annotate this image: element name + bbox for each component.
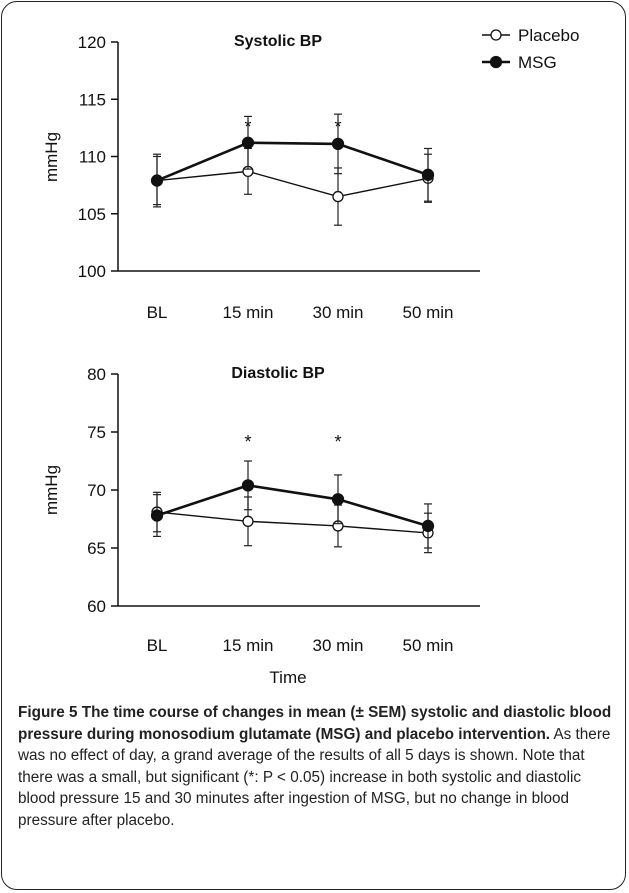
chart-2-significance-star: * (244, 432, 251, 452)
chart-1-y-tick-label: 120 (78, 33, 106, 52)
chart-1-y-tick-label: 105 (78, 205, 106, 224)
chart-2-placebo-series-line (156, 511, 429, 534)
chart-1-x-tick-label: 30 min (312, 303, 363, 322)
chart-2-msg-data-point (331, 493, 345, 506)
chart-1-legend-placebo-marker (490, 29, 502, 41)
chart-2-placebo-data-point (242, 515, 254, 527)
chart-1-legend-placebo-label: Placebo (518, 26, 579, 45)
chart-1-msg-data-point (421, 168, 435, 181)
chart-1-legend-msg-marker (489, 55, 503, 69)
figure-caption: Figure 5 The time course of changes in m… (18, 702, 614, 832)
chart-1-msg-data-point (150, 174, 164, 187)
chart-2-title: Diastolic BP (231, 365, 325, 382)
chart-1-msg-series-line (156, 141, 429, 182)
chart-1-y-label: mmHg (42, 132, 61, 182)
chart-2-y-tick-label: 60 (87, 597, 106, 616)
chart-2-significance-star: * (334, 432, 341, 452)
chart-2-y-tick-label: 80 (87, 365, 106, 384)
chart-1-placebo-series-line (156, 170, 429, 198)
chart-1-x-tick-label: 15 min (222, 303, 273, 322)
chart-1-msg-data-point (241, 136, 255, 149)
chart-2-x-tick-label: 30 min (312, 636, 363, 655)
chart-2-msg-data-point (241, 479, 255, 492)
caption-text: As there was no effect of day, a grand a… (18, 725, 611, 829)
chart-1-legend-msg-label: MSG (518, 53, 557, 72)
chart-2-x-tick-label: 50 min (402, 636, 453, 655)
chart-2-msg-data-point (421, 519, 435, 533)
chart-2-y-tick-label: 75 (87, 423, 106, 442)
chart-1-y-tick-label: 115 (79, 90, 106, 109)
chart-1-x-tick-label: BL (147, 303, 168, 322)
caption-label: Figure 5 (18, 704, 78, 721)
chart-2-x-tick-label: BL (147, 636, 168, 655)
chart-1-placebo-data-point (332, 190, 344, 203)
chart-2-y-tick-label: 70 (87, 481, 106, 500)
caption-bold-text: The time course of changes in mean (± SE… (18, 704, 612, 743)
chart-2-y-tick-label: 65 (87, 539, 106, 558)
chart-1-y-tick-label: 110 (79, 148, 106, 167)
chart-1-y-tick-label: 100 (78, 262, 106, 281)
chart-2-msg-data-point (150, 509, 164, 522)
chart-2-x-tick-label: 15 min (222, 636, 273, 655)
chart-1-x-tick-label: 50 min (402, 303, 453, 322)
chart-1-msg-data-point (331, 137, 345, 151)
chart-2-y-label: mmHg (42, 465, 61, 515)
figure-charts: 100 105 110 115 120 BL 15 min 30 min 50 min Systo… (42, 26, 579, 687)
chart-2-msg-series-line (156, 484, 429, 528)
chart-2-x-label: Time (269, 668, 306, 687)
chart-1-title: Systolic BP (234, 33, 322, 50)
